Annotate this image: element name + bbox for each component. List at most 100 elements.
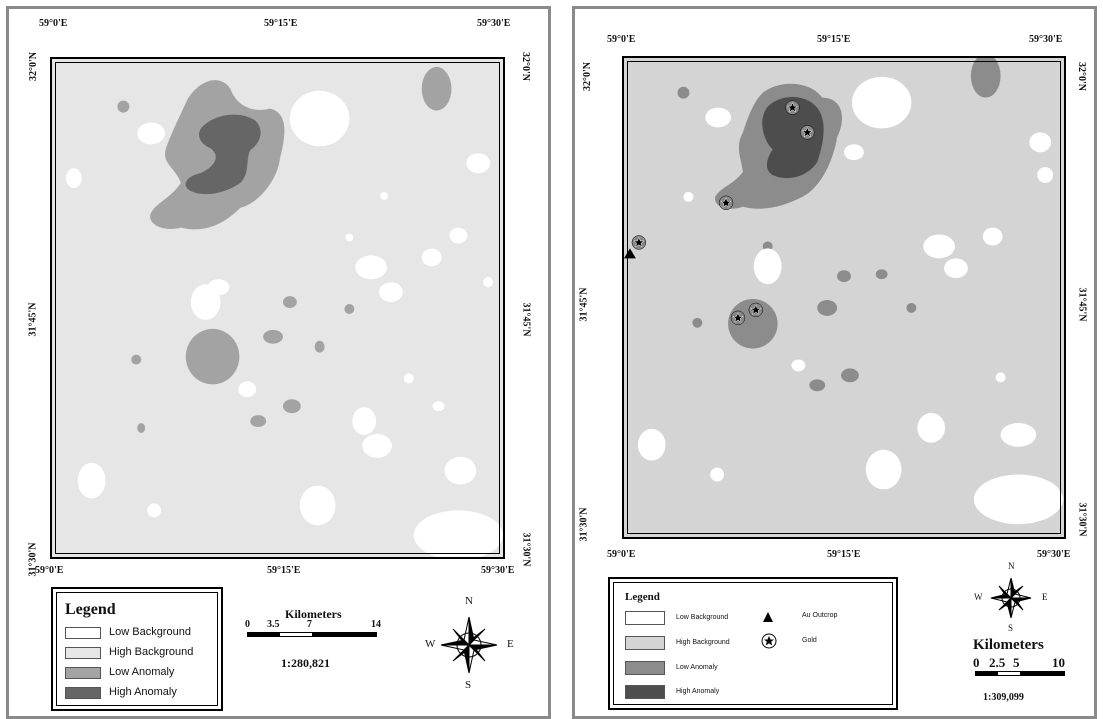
compass-w: W xyxy=(974,592,983,602)
star-icon xyxy=(718,195,734,210)
star-icon xyxy=(785,100,800,115)
low-anomaly-blob xyxy=(137,423,146,433)
low-anomaly-blob xyxy=(809,379,826,392)
low-anomaly-blob xyxy=(344,304,355,314)
coord-left-top: 32°0'N xyxy=(582,62,593,91)
swatch-low-anomaly xyxy=(625,661,665,675)
legend-title: Legend xyxy=(65,601,116,618)
legend-box: Legend Low Background High Background Lo… xyxy=(51,587,223,711)
high-background-area xyxy=(624,58,1064,537)
high-anomaly-region xyxy=(762,96,824,179)
low-background-areas xyxy=(65,90,503,557)
compass-e: E xyxy=(1042,592,1048,602)
compass-s: S xyxy=(1008,623,1014,633)
coord-top-left: 59°0'E xyxy=(607,34,636,45)
low-anomaly-blob xyxy=(177,133,188,144)
low-anomaly-blob xyxy=(117,100,130,113)
right-map-frame xyxy=(622,56,1066,539)
low-anomaly-blob xyxy=(677,86,690,99)
low-anomaly-blob xyxy=(314,340,325,353)
right-map-panel: 59°0'E 59°15'E 59°30'E 32°0'N 31°45'N 31… xyxy=(572,6,1097,719)
scale-tick-0: 0 xyxy=(245,619,250,630)
legend-label-gold: Gold xyxy=(802,637,817,644)
coord-left-top: 32°0'N xyxy=(28,52,39,81)
scale-ratio: 1:309,099 xyxy=(983,692,1024,703)
swatch-low-background xyxy=(625,611,665,625)
legend-label-high-background: High Background xyxy=(109,646,194,658)
coord-left-mid: 31°45'N xyxy=(578,287,590,322)
scale-tick-2: 5 xyxy=(1013,655,1020,670)
coord-right-mid: 31°45'N xyxy=(520,302,532,337)
legend-label-high-anomaly: High Anomaly xyxy=(109,686,177,698)
low-anomaly-blob xyxy=(841,368,859,383)
swatch-low-background xyxy=(65,627,101,639)
low-anomaly-blob xyxy=(282,296,297,308)
coord-bottom-right: 59°30'E xyxy=(481,565,515,576)
legend-label-high-background: High Background xyxy=(676,639,730,646)
swatch-high-background xyxy=(625,636,665,650)
left-map-frame xyxy=(50,57,505,559)
gold-markers xyxy=(631,100,815,326)
coord-bottom-left: 59°0'E xyxy=(35,565,64,576)
au-outcrop-marker xyxy=(624,248,636,259)
compass-w: W xyxy=(425,638,436,650)
low-anomaly-blob xyxy=(817,299,838,316)
scale-ratio: 1:280,821 xyxy=(281,656,330,670)
scale-tick-2: 7 xyxy=(307,619,312,630)
scale-tick-0: 0 xyxy=(973,655,980,670)
coord-left-bottom: 31°30'N xyxy=(578,507,590,542)
high-anomaly-region xyxy=(185,114,261,195)
low-anomaly-blob xyxy=(421,66,452,111)
left-map-panel: 59°0'E 59°15'E 59°30'E 32°0'N 31°45'N 31… xyxy=(6,6,551,719)
low-anomaly-blob xyxy=(185,328,240,385)
coord-left-mid: 31°45'N xyxy=(27,302,39,337)
legend-label-low-anomaly: Low Anomaly xyxy=(109,666,175,678)
low-anomaly-blob xyxy=(906,302,917,313)
low-anomaly-blob xyxy=(131,354,142,365)
coord-top-mid: 59°15'E xyxy=(264,18,298,29)
right-map-canvas xyxy=(624,58,1064,537)
coord-bottom-right: 59°30'E xyxy=(1037,549,1071,560)
star-icon xyxy=(730,310,746,326)
triangle-icon xyxy=(763,612,773,622)
swatch-high-anomaly xyxy=(65,687,101,699)
low-anomaly-blob xyxy=(282,399,301,414)
scale-title: Kilometers xyxy=(285,607,342,621)
scale-tick-1: 3.5 xyxy=(267,619,280,630)
compass-s: S xyxy=(465,679,472,691)
scale-bar xyxy=(975,671,1065,676)
legend-label-high-anomaly: High Anomaly xyxy=(676,688,720,695)
compass-rose-icon: N S W E xyxy=(974,561,1048,633)
low-anomaly-blob xyxy=(875,269,888,280)
scale-bar xyxy=(247,632,377,637)
scale-tick-3: 10 xyxy=(1052,655,1065,670)
scale-title: Kilometers xyxy=(973,637,1044,653)
legend-label-low-anomaly: Low Anomaly xyxy=(676,664,718,671)
low-anomaly-blob xyxy=(250,415,267,428)
low-anomaly-blob xyxy=(970,58,1001,98)
star-icon xyxy=(631,235,647,250)
swatch-high-anomaly xyxy=(625,685,665,699)
coord-bottom-mid: 59°15'E xyxy=(827,549,861,560)
star-icon xyxy=(800,125,815,140)
coord-top-right: 59°30'E xyxy=(477,18,511,29)
swatch-low-anomaly xyxy=(65,667,101,679)
coord-right-bottom: 31°30'N xyxy=(520,532,532,567)
low-anomaly-blob xyxy=(837,270,851,283)
scale-tick-1: 2.5 xyxy=(989,655,1006,670)
coord-right-top: 32°0'N xyxy=(520,52,531,81)
coord-bottom-left: 59°0'E xyxy=(607,549,636,560)
low-background-areas xyxy=(637,76,1064,525)
legend-label-low-background: Low Background xyxy=(109,626,191,638)
swatch-high-background xyxy=(65,647,101,659)
low-anomaly-blob xyxy=(692,317,703,328)
compass-n: N xyxy=(465,595,473,607)
coord-right-bottom: 31°30'N xyxy=(1076,502,1088,537)
coord-top-left: 59°0'E xyxy=(39,18,68,29)
star-icon xyxy=(748,302,763,318)
legend-box: Legend Low Background High Background Lo… xyxy=(608,577,898,710)
legend-title: Legend xyxy=(625,591,660,603)
legend-label-low-background: Low Background xyxy=(676,614,729,621)
coord-top-mid: 59°15'E xyxy=(817,34,851,45)
compass-n: N xyxy=(1008,561,1015,571)
